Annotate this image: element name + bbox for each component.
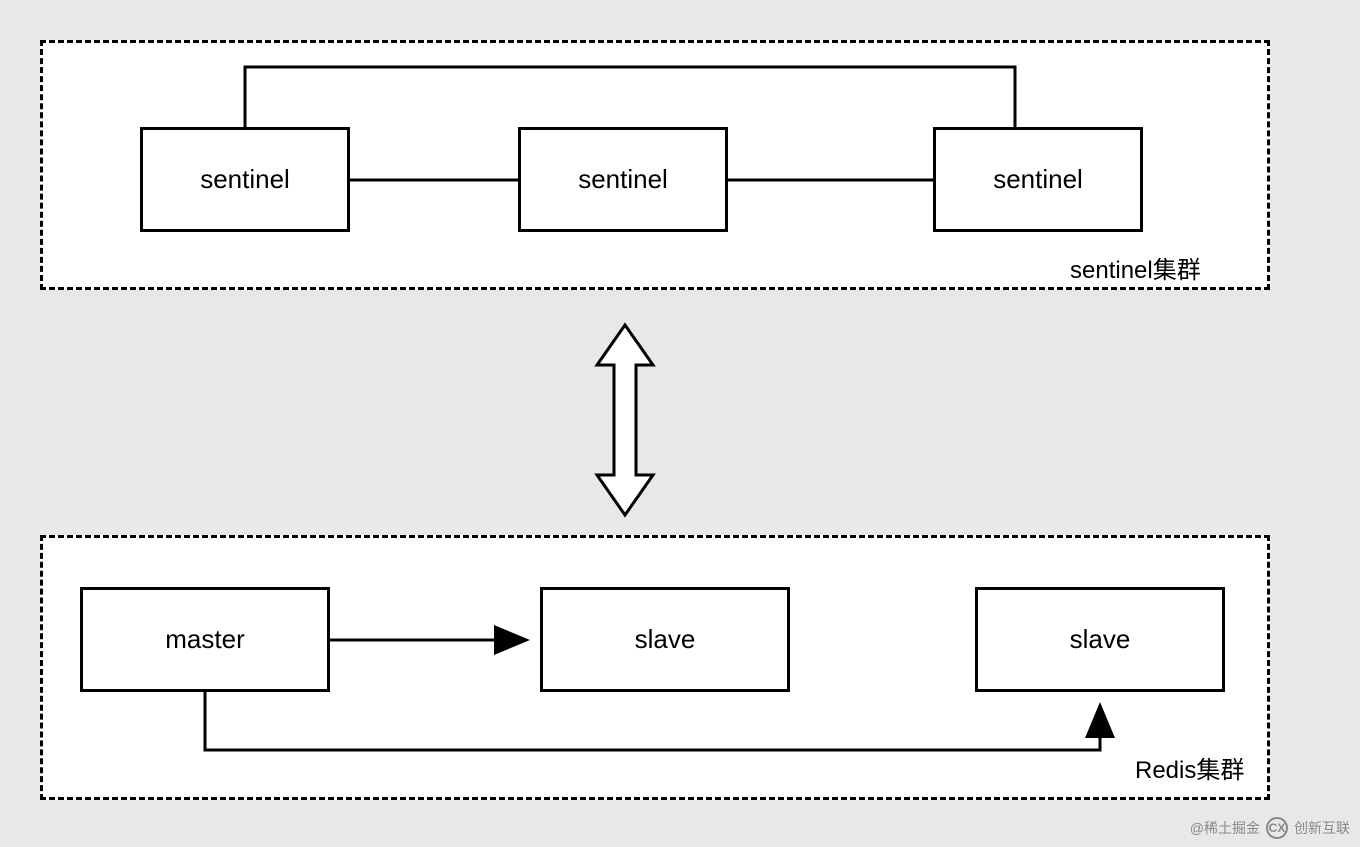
node-label: sentinel xyxy=(200,164,290,195)
slave-node-2: slave xyxy=(975,587,1225,692)
watermark-logo-text: CX xyxy=(1269,821,1286,835)
node-label: slave xyxy=(635,624,696,655)
node-label: master xyxy=(165,624,244,655)
sentinel-cluster-label: sentinel集群 xyxy=(1070,250,1201,285)
watermark: @稀土掘金 CX 创新互联 xyxy=(1190,817,1350,839)
sentinel-node-3: sentinel xyxy=(933,127,1143,232)
node-label: sentinel xyxy=(993,164,1083,195)
redis-cluster-label: Redis集群 xyxy=(1135,750,1244,785)
watermark-brand: 创新互联 xyxy=(1294,818,1350,838)
sentinel-node-2: sentinel xyxy=(518,127,728,232)
slave-node-1: slave xyxy=(540,587,790,692)
node-label: sentinel xyxy=(578,164,668,195)
watermark-logo-icon: CX xyxy=(1266,817,1288,839)
bidir-arrow-icon xyxy=(597,325,653,515)
watermark-text: @稀土掘金 xyxy=(1190,818,1260,838)
node-label: slave xyxy=(1070,624,1131,655)
master-node: master xyxy=(80,587,330,692)
sentinel-node-1: sentinel xyxy=(140,127,350,232)
